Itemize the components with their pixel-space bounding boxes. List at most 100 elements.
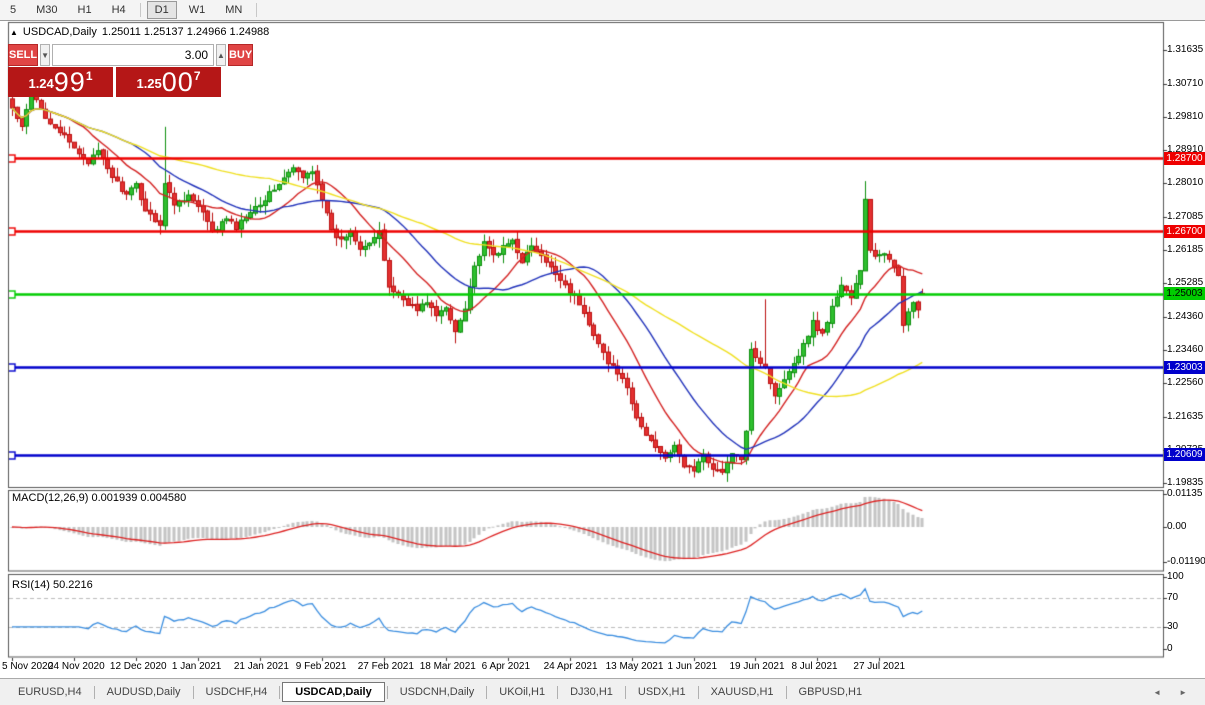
buy-price-big: 00 <box>161 67 194 97</box>
chart-tab-EURUSD-H4[interactable]: EURUSD,H4 <box>18 686 82 698</box>
macd-axis-tick-label: -0.01190 <box>1167 555 1205 567</box>
sell-price-small: 1.24 <box>28 76 54 91</box>
tab-separator <box>557 685 559 699</box>
hline-price-tag: 1.26700 <box>1164 224 1205 238</box>
date-axis-label: 19 Jun 2021 <box>729 661 785 672</box>
price-axis-tick-label: 1.28010 <box>1167 177 1204 189</box>
price-axis-tick-label: 1.19835 <box>1167 477 1204 489</box>
rsi-axis-tick-label: 100 <box>1167 571 1184 582</box>
tab-separator <box>785 685 787 699</box>
sell-price-big: 99 <box>53 67 86 97</box>
date-axis-label: 9 Feb 2021 <box>295 661 347 672</box>
chevron-down-icon: ▼ <box>41 50 50 60</box>
price-axis-tick-label: 1.27085 <box>1167 211 1204 223</box>
macd-axis-tick-label: 0.01135 <box>1167 488 1203 499</box>
chart-tabs: EURUSD,H4 AUDUSD,Daily USDCHF,H4 USDCAD,Dai… <box>8 682 872 702</box>
tab-separator <box>386 685 388 699</box>
price-axis-tick-label: 1.31635 <box>1167 44 1204 56</box>
chart-tab-bar: EURUSD,H4 AUDUSD,Daily USDCHF,H4 USDCAD,Dai… <box>0 678 1205 705</box>
date-axis-label: 27 Jul 2021 <box>853 661 906 672</box>
tab-separator <box>93 685 95 699</box>
buy-button[interactable]: BUY <box>227 44 254 66</box>
tab-separator <box>697 685 699 699</box>
date-axis-label: 8 Jul 2021 <box>791 661 838 672</box>
buy-price-sup: 7 <box>193 69 201 83</box>
price-axis-tick-label: 1.28910 <box>1167 144 1204 156</box>
hline-price-tag: 1.25003 <box>1164 287 1205 301</box>
price-axis-tick-label: 1.29810 <box>1167 111 1204 123</box>
chart-tab-USDCAD-Daily[interactable]: USDCAD,Daily <box>282 682 385 702</box>
timeframe-button-5[interactable]: 5 <box>10 4 17 16</box>
rsi-axis-tick-label: 70 <box>1167 592 1179 604</box>
price-axis-tick-label: 1.22560 <box>1167 377 1204 389</box>
timeframe-button-MN[interactable]: MN <box>225 4 243 16</box>
buy-price-box[interactable]: 1.25 00 7 <box>116 67 221 97</box>
tabs-scroll-right-icon[interactable]: ► <box>1179 687 1187 697</box>
price-axis-tick-label: 1.24360 <box>1167 311 1204 323</box>
tab-separator <box>279 685 281 699</box>
date-axis-label: 27 Feb 2021 <box>357 661 414 672</box>
collapse-triangle-icon[interactable]: ▲ <box>10 27 18 37</box>
timeframe-toolbar: 5 M30 H1 H4 D1 W1 MN <box>0 0 1205 21</box>
chart-symbol-label: USDCAD,Daily <box>22 26 97 38</box>
tabs-scroll-left-icon[interactable]: ◄ <box>1153 687 1162 697</box>
tab-scroll-arrows: ◄ ► <box>1153 688 1187 697</box>
trade-panel-controls: SELL ▼ ▲ BUY <box>8 44 254 66</box>
timeframe-button-M30[interactable]: M30 <box>36 4 58 16</box>
buy-price-small: 1.25 <box>136 76 162 91</box>
date-axis-label: 21 Jan 2021 <box>233 661 289 672</box>
date-axis-label: 1 Jan 2021 <box>171 661 222 672</box>
date-axis-label: 13 May 2021 <box>605 661 664 672</box>
timeframe-button-H1[interactable]: H1 <box>77 4 92 16</box>
timeframe-button-D1[interactable]: D1 <box>146 1 177 19</box>
chart-tab-GBPUSD-H1[interactable]: GBPUSD,H1 <box>798 686 863 698</box>
tab-separator <box>192 685 194 699</box>
rsi-axis-tick-label: 30 <box>1167 621 1179 633</box>
chart-tab-DJ30-H1[interactable]: DJ30,H1 <box>570 686 613 698</box>
macd-indicator-label: MACD(12,26,9) 0.001939 0.004580 <box>12 492 187 504</box>
tab-separator <box>486 685 488 699</box>
price-axis-tick-label: 1.30710 <box>1167 78 1204 90</box>
hline-price-tag: 1.23003 <box>1164 360 1205 374</box>
volume-decrease-button[interactable]: ▼ <box>40 44 51 66</box>
price-axis-tick-label: 1.25285 <box>1167 277 1204 289</box>
date-axis-label: 12 Dec 2020 <box>109 661 167 672</box>
rsi-indicator-label: RSI(14) 50.2216 <box>12 579 93 591</box>
chart-tab-USDCHF-H4[interactable]: USDCHF,H4 <box>205 686 268 698</box>
macd-axis-tick-label: 0.00 <box>1167 521 1187 532</box>
hline-price-tag: 1.20609 <box>1164 448 1205 462</box>
sell-price-box[interactable]: 1.24 99 1 <box>8 67 113 97</box>
date-axis-label: 5 Nov 2020 <box>2 661 54 672</box>
chart-title: ▲ USDCAD,Daily 1.25011 1.25137 1.24966 1… <box>10 26 269 38</box>
hline-price-tag: 1.28700 <box>1164 151 1205 165</box>
price-axis-tick-label: 1.26185 <box>1167 244 1204 256</box>
chart-tab-XAUUSD-H1[interactable]: XAUUSD,H1 <box>710 686 774 698</box>
toolbar-separator <box>256 3 258 17</box>
volume-input[interactable] <box>52 44 215 66</box>
volume-increase-button[interactable]: ▲ <box>216 44 226 66</box>
timeframe-button-W1[interactable]: W1 <box>188 4 206 16</box>
price-axis-tick-label: 1.21635 <box>1167 411 1204 423</box>
chart-tab-UKOil-H1[interactable]: UKOil,H1 <box>499 686 546 698</box>
date-axis-label: 24 Nov 2020 <box>47 661 105 672</box>
tab-separator <box>624 685 626 699</box>
rsi-axis-tick-label: 0 <box>1167 642 1173 654</box>
date-axis-label: 6 Apr 2021 <box>481 661 531 672</box>
chart-ohlc-label: 1.25011 1.25137 1.24966 1.24988 <box>101 26 270 38</box>
date-axis-label: 24 Apr 2021 <box>543 661 598 672</box>
timeframe-button-H4[interactable]: H4 <box>111 4 126 16</box>
price-axis-tick-label: 1.23460 <box>1167 344 1204 356</box>
chart-tab-USDX-H1[interactable]: USDX,H1 <box>637 686 686 698</box>
chevron-up-icon: ▲ <box>217 50 225 60</box>
sell-price-sup: 1 <box>85 69 93 83</box>
sell-button[interactable]: SELL <box>8 44 39 66</box>
date-axis-label: 18 Mar 2021 <box>419 661 476 672</box>
one-click-trading-panel: SELL ▼ ▲ BUY 1.24 99 1 1.25 00 7 <box>8 44 254 97</box>
toolbar-separator <box>139 3 141 17</box>
chart-tab-USDCNH-Daily[interactable]: USDCNH,Daily <box>399 686 475 698</box>
date-axis-label: 1 Jun 2021 <box>667 661 718 672</box>
chart-tab-AUDUSD-Daily[interactable]: AUDUSD,Daily <box>106 686 181 698</box>
trade-panel-prices: 1.24 99 1 1.25 00 7 <box>8 67 221 97</box>
